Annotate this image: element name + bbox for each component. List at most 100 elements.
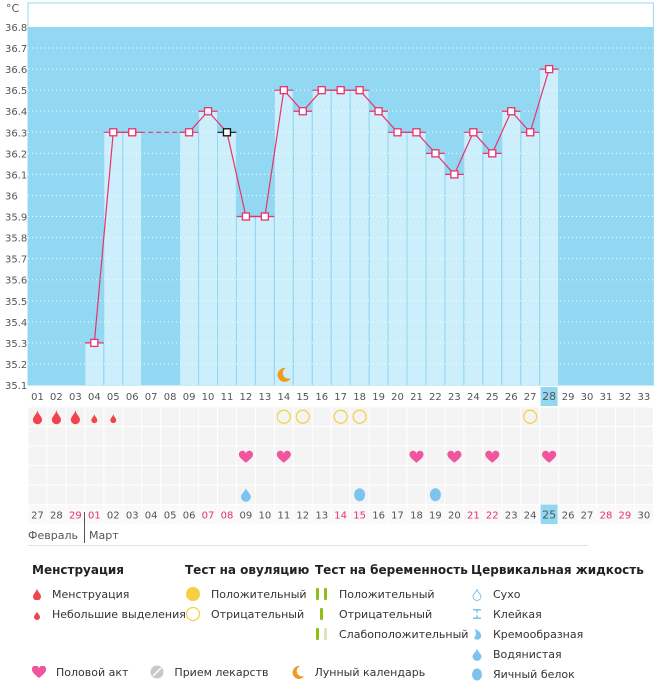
symptom-cell[interactable] <box>350 446 369 466</box>
symptom-cell[interactable] <box>540 485 559 505</box>
symptom-cell[interactable] <box>578 466 596 485</box>
calendar-date-label[interactable]: 08 <box>221 510 234 521</box>
symptom-cell[interactable] <box>483 505 502 524</box>
symptom-cell[interactable] <box>104 466 123 485</box>
symptom-cell[interactable] <box>312 466 331 485</box>
symptom-cell[interactable] <box>123 407 142 427</box>
symptom-cell[interactable] <box>104 505 123 524</box>
symptom-cell[interactable] <box>540 407 559 427</box>
calendar-date-label[interactable]: 02 <box>107 510 120 521</box>
symptom-cell[interactable] <box>445 427 464 446</box>
symptom-cell[interactable] <box>597 446 615 466</box>
symptom-cell[interactable] <box>464 505 483 524</box>
symptom-cell[interactable] <box>28 427 47 446</box>
symptom-cell[interactable] <box>218 485 236 505</box>
symptom-cell[interactable] <box>578 446 596 466</box>
symptom-cell[interactable] <box>199 407 217 427</box>
symptom-cell[interactable] <box>161 505 180 524</box>
symptom-cell[interactable] <box>218 407 236 427</box>
calendar-date-label[interactable]: 17 <box>391 510 404 521</box>
symptom-cell[interactable] <box>274 505 293 524</box>
symptom-cell[interactable] <box>483 407 502 427</box>
symptom-cell[interactable] <box>597 427 615 446</box>
calendar-date-label[interactable]: 04 <box>145 510 158 521</box>
symptom-cell[interactable] <box>142 485 161 505</box>
calendar-date-label[interactable]: 03 <box>126 510 139 521</box>
symptom-cell[interactable] <box>445 466 464 485</box>
symptom-cell[interactable] <box>502 427 521 446</box>
symptom-cell[interactable] <box>28 466 47 485</box>
symptom-cell[interactable] <box>66 485 85 505</box>
symptom-cell[interactable] <box>218 505 236 524</box>
calendar-date-label[interactable]: 06 <box>183 510 196 521</box>
symptom-cell[interactable] <box>28 505 47 524</box>
symptom-cell[interactable] <box>123 446 142 466</box>
symptom-cell[interactable] <box>502 466 521 485</box>
symptom-cell[interactable] <box>502 446 521 466</box>
symptom-cell[interactable] <box>199 505 217 524</box>
calendar-date-label[interactable]: 09 <box>240 510 253 521</box>
symptom-cell[interactable] <box>464 466 483 485</box>
symptom-cell[interactable] <box>559 407 578 427</box>
symptom-cell[interactable] <box>615 485 634 505</box>
symptom-cell[interactable] <box>142 466 161 485</box>
symptom-cell[interactable] <box>293 485 312 505</box>
calendar-date-label[interactable]: 22 <box>486 510 499 521</box>
symptom-cell[interactable] <box>634 446 653 466</box>
calendar-date-label[interactable]: 28 <box>600 510 613 521</box>
symptom-cell[interactable] <box>293 466 312 485</box>
symptom-cell[interactable] <box>255 427 274 446</box>
symptom-cell[interactable] <box>331 427 350 446</box>
symptom-cell[interactable] <box>104 446 123 466</box>
symptom-cell[interactable] <box>123 427 142 446</box>
symptom-cell[interactable] <box>28 446 47 466</box>
symptom-cell[interactable] <box>47 505 66 524</box>
symptom-cell[interactable] <box>255 407 274 427</box>
symptom-cell[interactable] <box>426 505 445 524</box>
symptom-cell[interactable] <box>350 505 369 524</box>
calendar-date-label[interactable]: 16 <box>372 510 385 521</box>
symptom-cell[interactable] <box>369 466 388 485</box>
symptom-cell[interactable] <box>407 505 426 524</box>
symptom-cell[interactable] <box>180 505 199 524</box>
symptom-cell[interactable] <box>180 427 199 446</box>
symptom-cell[interactable] <box>312 505 331 524</box>
calendar-date-label[interactable]: 27 <box>581 510 594 521</box>
symptom-cell[interactable] <box>104 427 123 446</box>
symptom-cell[interactable] <box>521 427 540 446</box>
symptom-cell[interactable] <box>502 407 521 427</box>
symptom-cell[interactable] <box>104 485 123 505</box>
symptom-cell[interactable] <box>199 446 217 466</box>
symptom-cell[interactable] <box>218 446 236 466</box>
symptom-cell[interactable] <box>615 505 634 524</box>
symptom-cell[interactable] <box>369 446 388 466</box>
symptom-cell[interactable] <box>578 407 596 427</box>
symptom-cell[interactable] <box>464 407 483 427</box>
symptom-cell[interactable] <box>85 446 104 466</box>
symptom-cell[interactable] <box>634 466 653 485</box>
symptom-cell[interactable] <box>388 427 407 446</box>
symptom-cell[interactable] <box>180 466 199 485</box>
symptom-cell[interactable] <box>502 505 521 524</box>
symptom-cell[interactable] <box>66 466 85 485</box>
symptom-cell[interactable] <box>483 466 502 485</box>
symptom-cell[interactable] <box>218 427 236 446</box>
symptom-cell[interactable] <box>123 505 142 524</box>
symptom-cell[interactable] <box>388 466 407 485</box>
symptom-cell[interactable] <box>47 485 66 505</box>
calendar-date-label[interactable]: 13 <box>315 510 328 521</box>
symptom-cell[interactable] <box>540 427 559 446</box>
symptom-cell[interactable] <box>615 427 634 446</box>
calendar-date-label[interactable]: 25 <box>542 508 556 521</box>
symptom-cell[interactable] <box>255 446 274 466</box>
symptom-cell[interactable] <box>312 407 331 427</box>
symptom-cell[interactable] <box>236 407 255 427</box>
symptom-cell[interactable] <box>199 427 217 446</box>
symptom-cell[interactable] <box>369 427 388 446</box>
symptom-cell[interactable] <box>483 427 502 446</box>
symptom-cell[interactable] <box>255 466 274 485</box>
symptom-cell[interactable] <box>597 466 615 485</box>
symptom-cell[interactable] <box>615 466 634 485</box>
symptom-cell[interactable] <box>350 427 369 446</box>
symptom-cell[interactable] <box>559 505 578 524</box>
